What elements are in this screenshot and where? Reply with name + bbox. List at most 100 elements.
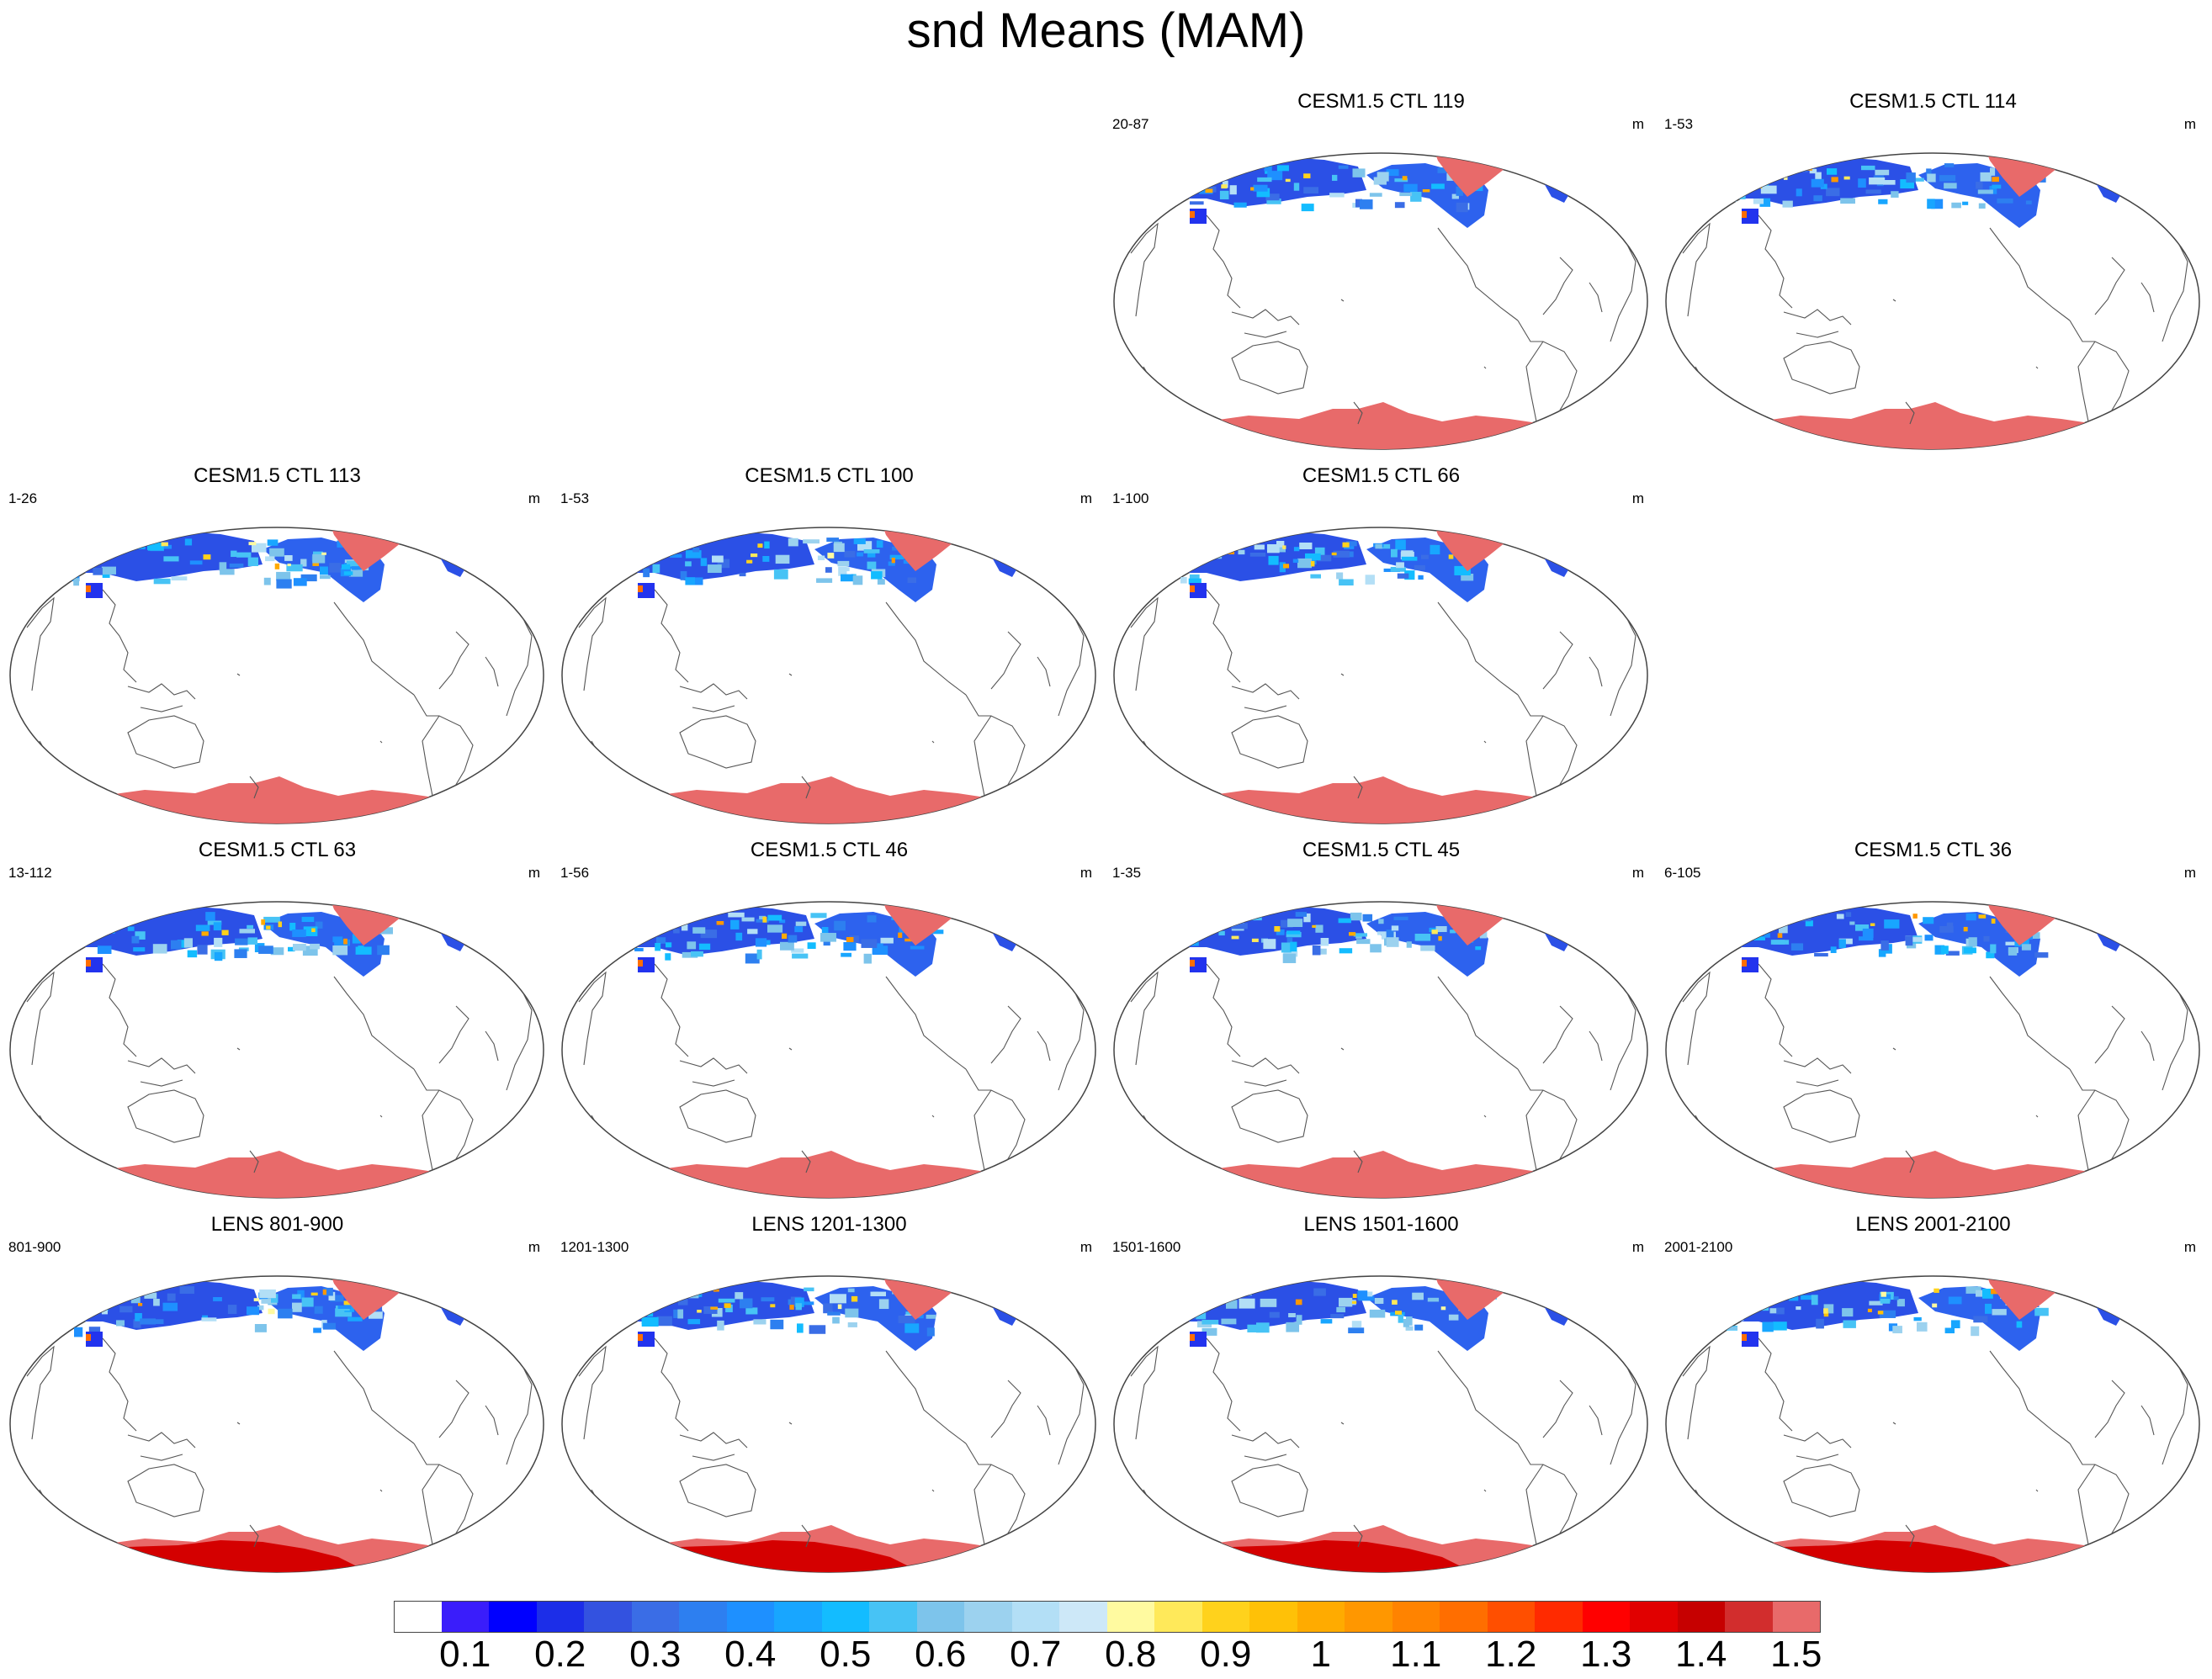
snow-cell [1737,1309,1745,1316]
snow-greenland [326,1276,406,1320]
snow-cell [1762,1321,1774,1332]
snow-cell [1195,164,1203,171]
snow-cell [347,560,359,567]
snow-cell [830,1294,846,1304]
snow-cell [74,1327,83,1337]
coastline [1783,309,1852,326]
coastline [578,971,607,1066]
snow-cell [817,555,825,560]
snow-cell [1746,925,1750,929]
map-panel: LENS 1201-1300 1201-1300 m [554,1212,1105,1574]
colorbar-box [1011,1601,1060,1633]
snow-cell [120,912,128,922]
coastline [1483,740,1487,744]
snow-cell [1461,574,1474,581]
snow-cell [762,556,770,562]
snow-cell [677,1299,688,1306]
snow-cell [1983,935,1990,942]
snow-cell [691,951,703,957]
coastline [1695,366,1699,372]
snow-cell [716,921,724,925]
snow-cell [301,1297,314,1307]
coastline [1037,1405,1051,1436]
snow-cell [1189,1310,1201,1315]
coastline [591,740,595,746]
colorbar-box [916,1601,965,1633]
snow-cell [1313,1288,1326,1296]
colorbar [394,1601,1821,1633]
snow-cell [61,560,66,570]
snow-cell [1809,168,1817,174]
snow-cell [652,564,660,574]
coastline [127,1432,196,1449]
snow-cell [2021,944,2031,951]
snow-cell [718,1298,735,1303]
snow-cell [261,919,266,925]
snow-cell [767,914,782,921]
snow-cell [1450,930,1456,934]
snow-cell [1831,177,1838,183]
panel-title: LENS 2001-2100 [1855,1213,2011,1236]
snow-cell [1440,1306,1446,1311]
snow-cell [1406,1316,1413,1326]
snow-cell [1823,1311,1829,1317]
snow-cell [1338,918,1351,924]
snow-cell [220,569,235,575]
snow-cell [1338,165,1349,169]
snow-cell [1186,933,1195,941]
coastline [1695,1489,1699,1495]
map-panel: LENS 2001-2100 2001-2100 m [1658,1212,2209,1574]
snow-cell [343,1300,352,1306]
coastline [2035,1489,2039,1492]
colorbar-tick-label: 1.1 [1390,1634,1442,1675]
coastline [1340,299,1345,302]
map-panel: CESM1.5 CTL 45 1-35 m [1106,838,1657,1200]
snow-cell [1753,199,1764,204]
snow-cell [809,1325,826,1334]
snow-cell [1292,559,1299,563]
snow-cell [1229,185,1237,195]
snow-cell [1880,940,1889,951]
snow-cell [1339,579,1354,586]
snow-cell [905,1311,911,1317]
snow-cell [1964,947,1976,954]
colorbar-tick-label: 0.5 [820,1634,872,1675]
snow-cell [1395,1311,1403,1315]
snow-cell [634,947,644,951]
snow-cell [1849,921,1855,925]
snow-cell [1201,1320,1219,1325]
snow-cell [1286,930,1301,935]
snow-cell [328,1291,336,1301]
snow-cell [1362,914,1373,922]
snow-cell [1865,189,1881,194]
snow-cell [1842,1308,1854,1317]
snow-cell [167,1293,176,1301]
colorbar-box [1154,1601,1202,1633]
snow-cell [276,571,291,581]
snow-cell [1760,185,1777,194]
snow-cell [1770,940,1785,945]
coastline [2140,282,2155,313]
coastline [931,1489,935,1492]
colorbar-tick-label: 1.2 [1485,1634,1537,1675]
snow-cell [703,1306,718,1314]
figure-title: snd Means (MAM) [906,3,1306,58]
snow-cell [1769,1308,1780,1314]
colorbar-box [1582,1601,1631,1633]
snow-cell [1173,166,1186,175]
panel-title: CESM1.5 CTL 100 [745,464,914,487]
snow-cell [739,573,746,577]
colorbar-box [1106,1601,1155,1633]
coastline [931,740,935,744]
snow-greenland [1981,1276,2061,1320]
coastline [1353,776,1363,799]
snow-cell [1992,184,2002,189]
snow-cell [804,1287,814,1292]
panel-title: LENS 801-900 [210,1213,344,1236]
coastline [1130,596,1159,691]
snow-greenland [1430,153,1509,197]
snow-cell [1414,934,1431,941]
coastline [438,1380,469,1438]
snow-cell [109,919,124,925]
snow-cell [1345,1300,1356,1306]
